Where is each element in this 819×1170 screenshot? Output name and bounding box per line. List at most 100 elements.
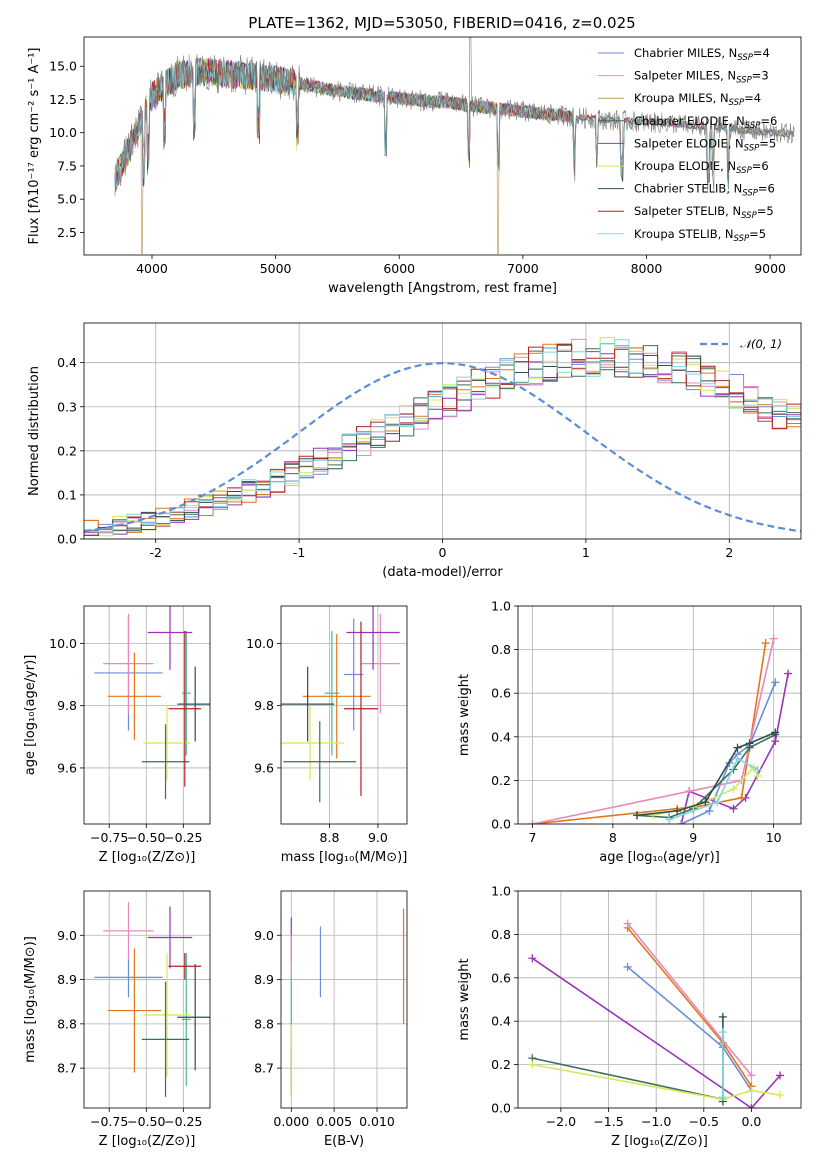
y-tick-label: 9.0: [57, 928, 77, 943]
y-tick-label: 0.8: [491, 927, 511, 942]
axes: 7 8 9 10 0.0 0.2 0.4 0.6 0.8 1.0 age [log₁₀(age/yr…: [457, 599, 802, 865]
errorbar-point: [107, 652, 162, 740]
legend-entry: Salpeter STELIB, NSSP=5: [634, 204, 774, 221]
y-tick-label: 0.6: [491, 686, 511, 701]
x-tick-label: 1: [582, 545, 590, 560]
series-marker: [784, 669, 793, 678]
weight-series: [632, 728, 780, 820]
series-marker: [623, 919, 632, 928]
plot-area: [94, 902, 210, 1097]
axes-frame: [280, 890, 408, 1109]
y-tick-label: 5.0: [57, 192, 77, 207]
series-marker: [747, 1104, 756, 1108]
series-marker: [745, 739, 754, 748]
x-axis-label: age [log₁₀(age/yr)]: [599, 850, 720, 865]
x-tick-label: 7: [528, 830, 536, 845]
x-tick-label: −0.50: [127, 1114, 165, 1129]
x-tick-label: -2: [149, 545, 161, 560]
y-tick-label: 8.9: [254, 972, 274, 987]
axes: -2 -1 0 1 2 0.0 0.1 0.2 0.3 0.4 (data-model)/error…: [27, 322, 802, 580]
y-tick-label: 2.5: [57, 225, 77, 240]
legend-value: =5: [757, 204, 774, 218]
x-tick-label: 9000: [754, 261, 786, 276]
legend-subscript: SSP: [736, 76, 752, 86]
series-line: [680, 681, 777, 824]
errorbar-point: [181, 953, 191, 1086]
gaussian-curve: [84, 361, 801, 533]
errorbar-point: [94, 957, 163, 998]
series-marker: [718, 1012, 727, 1021]
plot-area: [528, 919, 785, 1108]
x-tick-label: 10: [766, 830, 782, 845]
weight-series: [528, 634, 778, 824]
residuals-panel: -2 -1 0 1 2 0.0 0.1 0.2 0.3 0.4 (data-model)/error…: [27, 322, 802, 580]
grid: [281, 606, 407, 824]
errorbar-point: [177, 964, 210, 1071]
legend-value: =4: [753, 46, 770, 60]
series-marker: [677, 820, 686, 824]
x-tick-label: 2: [725, 545, 733, 560]
x-tick-label: −0.5: [689, 1114, 719, 1129]
series-marker: [718, 1028, 727, 1037]
weight-series: [718, 1028, 727, 1102]
y-tick-label: 8.8: [254, 1016, 274, 1031]
legend-subscript: SSP: [745, 121, 761, 131]
weight-series: [665, 754, 762, 824]
plot-area: [114, 37, 796, 255]
weight-series: [528, 954, 785, 1108]
y-tick-label: 8.9: [57, 972, 77, 987]
y-tick-label: 0.4: [57, 355, 77, 370]
axes-frame: [517, 605, 802, 825]
y-tick-label: 9.0: [254, 928, 274, 943]
legend-entry: Salpeter ELODIE, NSSP=5: [634, 136, 776, 153]
errorbar-point: [141, 981, 190, 1097]
weight-series: [528, 1060, 785, 1104]
errorbar-point: [281, 666, 335, 742]
legend-entry: Kroupa ELODIE, NSSP=6: [634, 159, 769, 176]
errorbar-point: [177, 666, 210, 742]
y-tick-label: 0.1: [57, 487, 77, 502]
series-line: [668, 757, 758, 821]
legend-subscript: SSP: [734, 234, 750, 244]
spectrum-panel: 4000 5000 6000 7000 8000 9000 2.5 5.0 7.5 10.0 12.…: [27, 36, 802, 296]
mass-vs-metallicity-panel: −0.75−0.50−0.25 8.7 8.8 8.9 9.0 Z [log₁₀(Z/Z⊙…: [23, 890, 211, 1149]
x-tick-label: −1.5: [593, 1114, 623, 1129]
errorbar-point: [103, 902, 154, 960]
series-marker: [769, 634, 778, 643]
histogram-series: [84, 339, 801, 534]
plot-area: [528, 634, 793, 824]
observed-spectrum: [114, 37, 796, 197]
series-marker: [665, 815, 674, 824]
axes-frame: [83, 605, 211, 825]
legend-subscript: SSP: [741, 211, 757, 221]
grid: [84, 606, 210, 824]
grid: [84, 323, 801, 540]
series-marker: [701, 798, 710, 807]
series-line: [532, 638, 775, 824]
legend-subscript: SSP: [744, 143, 760, 153]
y-tick-label: 12.5: [49, 92, 77, 107]
legend-entry: Kroupa STELIB, NSSP=5: [634, 227, 766, 244]
errorbar-point: [181, 630, 191, 756]
x-tick-label: −0.50: [127, 830, 165, 845]
age-vs-mass-panel: 8.8 9.0 9.6 9.8 10.0 mass [log₁₀(M/M⊙)]: [246, 605, 408, 865]
series-marker: [733, 754, 742, 763]
legend-value: =6: [758, 182, 775, 196]
y-tick-label: 9.8: [254, 698, 274, 713]
x-tick-label: 6000: [383, 261, 415, 276]
x-tick-label: 8.8: [320, 830, 340, 845]
legend-subscript: SSP: [729, 98, 745, 108]
legend-entry: Chabrier STELIB, NSSP=6: [634, 182, 775, 199]
series-marker: [747, 1071, 756, 1080]
x-tick-label: 0.005: [316, 1114, 352, 1129]
mass-weight-vs-age-panel: 7 8 9 10 0.0 0.2 0.4 0.6 0.8 1.0 age [log₁₀(age/yr…: [457, 599, 802, 865]
axes: 4000 5000 6000 7000 8000 9000 2.5 5.0 7.5 10.0 12.…: [27, 36, 802, 296]
x-tick-label: 0.0: [742, 1114, 762, 1129]
series-marker: [737, 793, 746, 802]
axes: −0.75−0.50−0.25 8.7 8.8 8.9 9.0 Z [log₁₀(Z/Z⊙…: [23, 890, 211, 1149]
y-tick-label: 0.2: [491, 1057, 511, 1072]
legend: 𝒩(0, 1): [700, 337, 782, 351]
x-tick-label: 0.000: [273, 1114, 309, 1129]
legend-value: =6: [760, 114, 777, 128]
series-line: [532, 642, 767, 824]
